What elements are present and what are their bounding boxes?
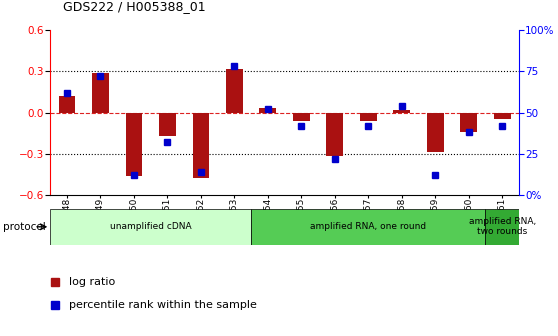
Text: percentile rank within the sample: percentile rank within the sample: [69, 300, 257, 310]
Bar: [360, 113, 377, 121]
Bar: [159, 113, 176, 136]
Bar: [126, 113, 142, 176]
Bar: [251, 209, 485, 245]
Text: GDS222 / H005388_01: GDS222 / H005388_01: [62, 0, 205, 13]
Bar: [59, 96, 75, 113]
Bar: [460, 113, 477, 132]
Bar: [92, 73, 109, 113]
Bar: [494, 113, 511, 119]
Bar: [485, 209, 519, 245]
Bar: [427, 113, 444, 152]
Bar: [326, 113, 343, 157]
Bar: [50, 209, 251, 245]
Bar: [193, 113, 209, 178]
Bar: [226, 69, 243, 113]
Text: log ratio: log ratio: [69, 278, 115, 287]
Text: protocol: protocol: [3, 222, 46, 232]
Text: amplified RNA, one round: amplified RNA, one round: [310, 222, 426, 231]
Text: unamplified cDNA: unamplified cDNA: [110, 222, 191, 231]
Bar: [293, 113, 310, 121]
Text: amplified RNA,
two rounds: amplified RNA, two rounds: [469, 217, 536, 237]
Bar: [259, 109, 276, 113]
Bar: [393, 110, 410, 113]
